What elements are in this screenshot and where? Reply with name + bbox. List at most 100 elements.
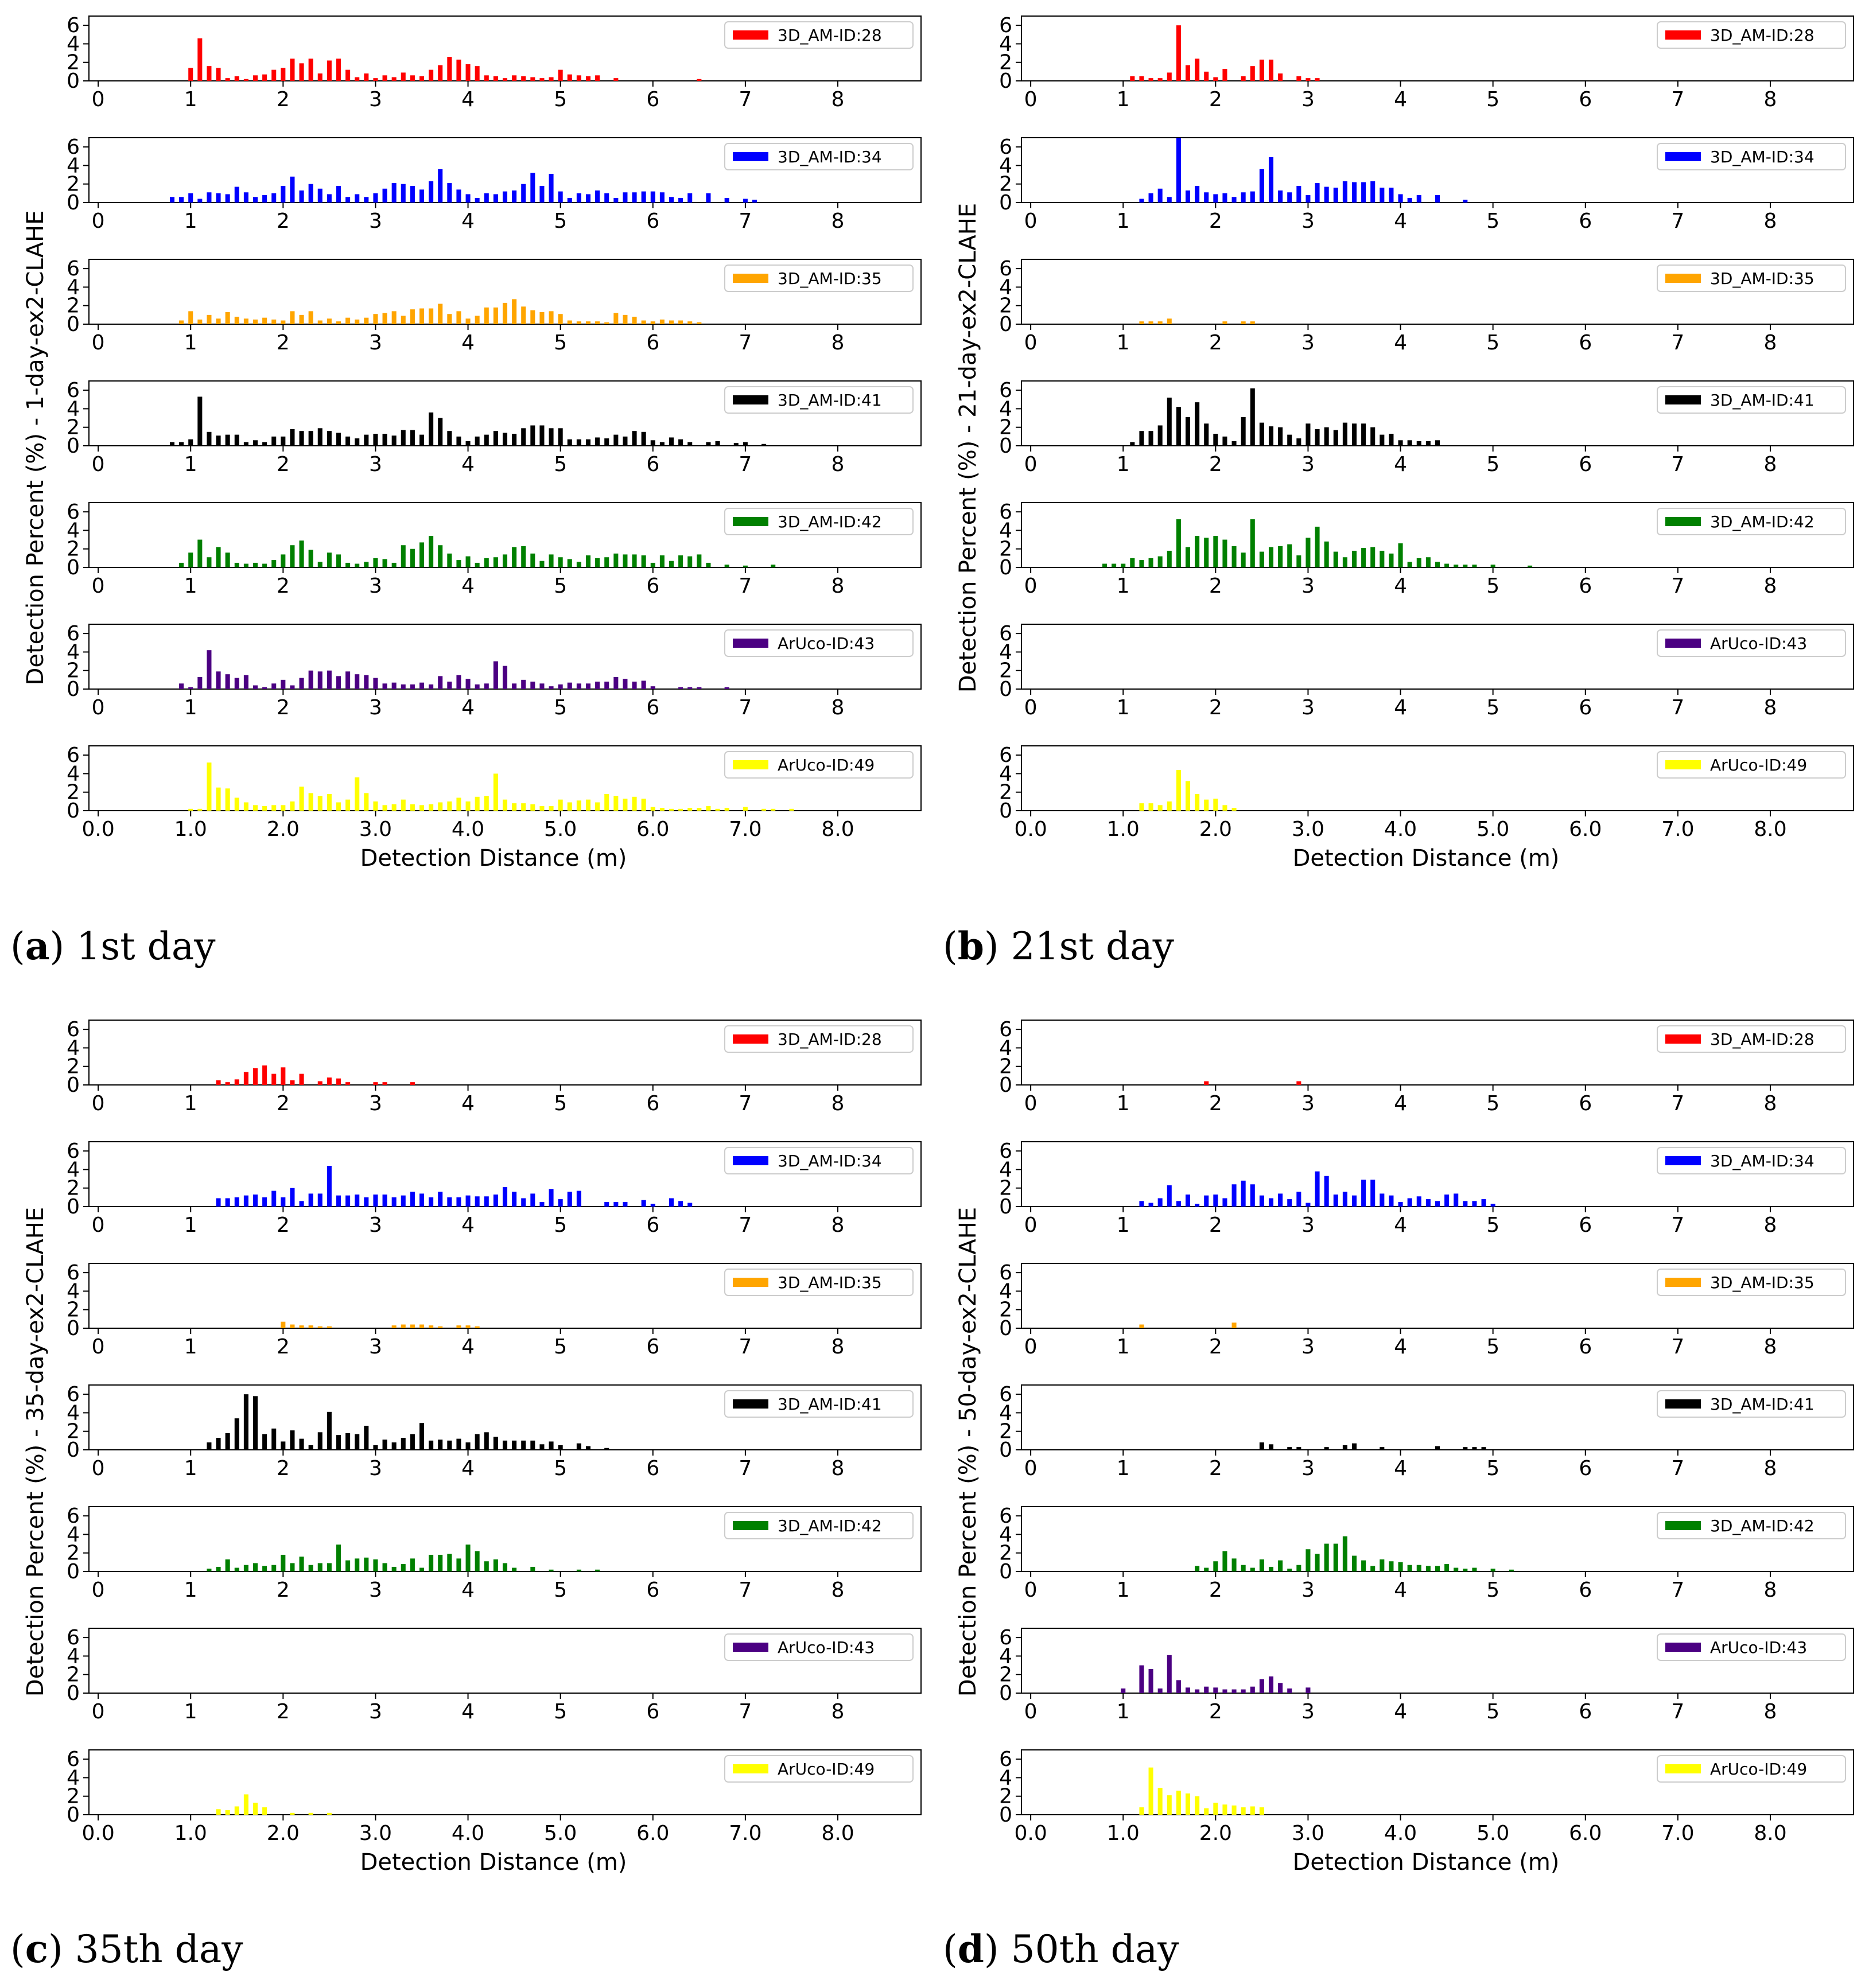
bar (1472, 1447, 1477, 1450)
bar (262, 195, 267, 203)
legend-swatch (733, 395, 768, 404)
y-tick-label: 0 (999, 1073, 1012, 1097)
bar (789, 808, 794, 811)
bar (216, 1080, 221, 1085)
bar (1380, 434, 1385, 446)
x-tick-label: 1 (1117, 1578, 1130, 1602)
bar (697, 808, 702, 811)
bar (715, 441, 720, 446)
bar (410, 684, 415, 689)
bar (216, 193, 221, 203)
x-tick-label: 0 (92, 453, 105, 476)
y-tick-label: 0 (67, 1803, 80, 1827)
bar (1278, 1560, 1283, 1571)
y-axis-title: Detection Percent (%) - 50-day-ex2-CLAHE (955, 1207, 981, 1697)
bar (1324, 427, 1329, 446)
bar (576, 75, 581, 81)
bar (1259, 1807, 1264, 1815)
bar (1167, 1185, 1172, 1207)
bar (1361, 423, 1366, 446)
x-tick-label: 1 (1117, 696, 1130, 719)
legend-box (1657, 386, 1846, 414)
bar (1287, 1199, 1292, 1207)
bar (613, 313, 619, 324)
bar (1407, 197, 1412, 203)
bar (613, 677, 619, 689)
bar (1195, 1689, 1200, 1693)
bar (1259, 551, 1264, 567)
bar (364, 675, 369, 689)
panel-caption: (a) 1st day (10, 924, 216, 968)
bar (1296, 555, 1301, 567)
bar (355, 1558, 360, 1571)
bar (761, 443, 767, 446)
bar (327, 1411, 332, 1450)
x-tick-label: 4 (461, 1700, 475, 1724)
bar (549, 77, 554, 81)
bar (1342, 1192, 1347, 1207)
bar (484, 434, 489, 446)
bar (567, 802, 572, 811)
axes-frame (1021, 1749, 1854, 1815)
bar (391, 77, 397, 81)
x-tick-label: 8 (832, 1578, 845, 1602)
legend-swatch (733, 30, 768, 40)
legend: 3D_AM-ID:41 (724, 1390, 914, 1418)
x-tick-label: 2 (1209, 331, 1222, 355)
x-tick-label: 1 (184, 88, 197, 111)
bar (327, 1812, 332, 1815)
y-tick-label: 0 (67, 1560, 80, 1584)
bar (290, 429, 295, 446)
x-tick-label: 5 (554, 209, 567, 233)
legend: 3D_AM-ID:42 (724, 1512, 914, 1539)
bar (1213, 1803, 1218, 1815)
bar (308, 184, 313, 203)
x-tick-label: 5 (1486, 331, 1499, 355)
bar (512, 683, 517, 689)
bar (355, 1195, 360, 1207)
bar (327, 194, 332, 203)
bar (1306, 1549, 1311, 1571)
bar (493, 194, 498, 203)
bar (493, 307, 498, 324)
bar (1241, 1689, 1246, 1693)
bar (262, 74, 267, 81)
y-tick-label: 6 (999, 1383, 1012, 1406)
bar (512, 1192, 517, 1207)
x-tick-label: 0 (92, 1700, 105, 1724)
bar (687, 808, 693, 811)
x-tick-label: 2 (1209, 1092, 1222, 1115)
x-tick-label: 4 (1394, 331, 1407, 355)
bar (521, 803, 526, 811)
y-tick-label: 2 (999, 1055, 1012, 1079)
bar (539, 1444, 545, 1450)
x-tick-label: 7.0 (729, 1822, 761, 1845)
bar (1213, 1687, 1218, 1693)
bar (336, 321, 341, 324)
legend-box (1657, 1390, 1846, 1418)
bar (225, 1810, 230, 1815)
legend-swatch (733, 760, 768, 769)
bar (382, 1082, 387, 1085)
bar (1176, 25, 1181, 81)
legend-label: 3D_AM-ID:41 (778, 391, 882, 410)
x-tick-label: 8 (1764, 1213, 1777, 1237)
bar (1361, 182, 1366, 203)
legend-box (724, 1390, 914, 1418)
bar (336, 433, 341, 446)
bar (271, 193, 277, 203)
y-tick-label: 6 (67, 379, 80, 402)
legend-swatch (1665, 1034, 1701, 1044)
x-tick-label: 2 (1209, 453, 1222, 476)
bar (1315, 1171, 1320, 1207)
bar (678, 687, 683, 689)
y-tick-label: 6 (67, 1504, 80, 1528)
bar (234, 1806, 239, 1815)
bar (613, 796, 619, 811)
bar (1176, 1680, 1181, 1693)
bar (733, 443, 739, 446)
bar (1324, 541, 1329, 567)
x-tick-label: 6 (646, 1457, 659, 1480)
bar (604, 1448, 609, 1450)
bar (539, 78, 545, 81)
